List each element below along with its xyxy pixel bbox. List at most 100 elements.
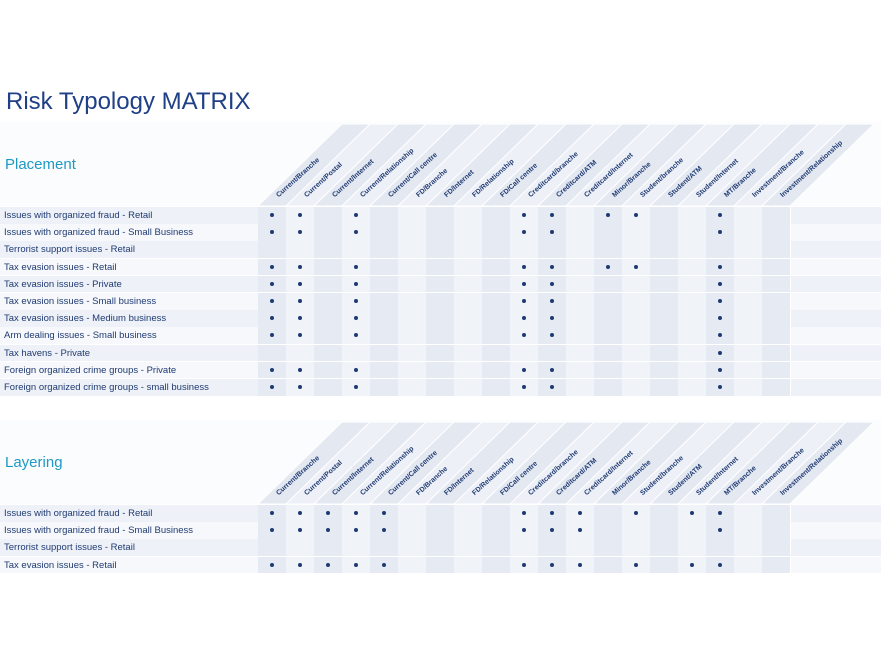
matrix-cell bbox=[538, 539, 567, 557]
applicable-marker bbox=[382, 562, 386, 567]
matrix-cell bbox=[258, 556, 287, 574]
matrix-cell bbox=[594, 505, 623, 522]
matrix-cell bbox=[650, 539, 679, 557]
matrix-cell bbox=[398, 505, 427, 522]
row-label: Foreign organized crime groups - Private bbox=[4, 364, 177, 376]
applicable-marker bbox=[270, 367, 274, 372]
matrix-cell bbox=[454, 539, 483, 557]
applicable-marker bbox=[354, 281, 358, 286]
applicable-marker bbox=[550, 367, 554, 372]
matrix-cell bbox=[482, 505, 511, 522]
applicable-marker bbox=[550, 562, 554, 567]
applicable-marker bbox=[298, 528, 302, 533]
applicable-marker bbox=[550, 213, 554, 217]
matrix-cell bbox=[762, 522, 791, 539]
matrix-cell bbox=[314, 539, 343, 557]
applicable-marker bbox=[718, 528, 722, 533]
matrix-cell bbox=[398, 556, 427, 574]
matrix-cell bbox=[510, 522, 539, 539]
matrix-cell bbox=[734, 539, 763, 557]
applicable-marker bbox=[382, 528, 386, 533]
applicable-marker bbox=[270, 281, 274, 286]
matrix-cell bbox=[370, 505, 399, 522]
matrix-cell bbox=[678, 505, 707, 522]
matrix-cell bbox=[706, 556, 735, 574]
matrix-cell bbox=[762, 327, 791, 345]
applicable-marker bbox=[270, 316, 274, 321]
applicable-marker bbox=[550, 230, 554, 235]
applicable-marker bbox=[354, 333, 358, 338]
applicable-marker bbox=[718, 367, 722, 372]
applicable-marker bbox=[718, 350, 722, 355]
applicable-marker bbox=[270, 511, 274, 515]
matrix-cell bbox=[734, 556, 763, 574]
matrix-cell bbox=[566, 522, 595, 539]
applicable-marker bbox=[354, 264, 358, 269]
applicable-marker bbox=[550, 281, 554, 286]
matrix-cell bbox=[538, 556, 567, 574]
matrix-cell bbox=[314, 522, 343, 539]
matrix-cell bbox=[650, 505, 679, 522]
applicable-marker bbox=[298, 367, 302, 372]
matrix-cell bbox=[538, 505, 567, 522]
matrix-cell bbox=[342, 505, 371, 522]
matrix-cell bbox=[426, 505, 455, 522]
applicable-marker bbox=[298, 333, 302, 338]
matrix-cell bbox=[762, 241, 791, 259]
row-label: Tax havens - Private bbox=[4, 347, 91, 359]
matrix-cell bbox=[370, 539, 399, 557]
applicable-marker bbox=[298, 299, 302, 303]
matrix-cell bbox=[762, 207, 791, 224]
matrix-cell bbox=[286, 505, 315, 522]
applicable-marker bbox=[550, 528, 554, 533]
applicable-marker bbox=[522, 367, 526, 372]
applicable-marker bbox=[298, 316, 302, 321]
applicable-marker bbox=[354, 385, 358, 389]
row-label: Arm dealing issues - Small business bbox=[4, 330, 157, 342]
applicable-marker bbox=[522, 562, 526, 567]
matrix-cell bbox=[762, 224, 791, 241]
matrix-cell bbox=[706, 539, 735, 557]
matrix-cell bbox=[454, 556, 483, 574]
matrix-cell bbox=[566, 505, 595, 522]
applicable-marker bbox=[578, 562, 582, 567]
matrix-cell bbox=[426, 522, 455, 539]
applicable-marker bbox=[578, 511, 582, 515]
matrix-cell bbox=[622, 505, 651, 522]
matrix-cell bbox=[762, 379, 791, 396]
row-label: Issues with organized fraud - Retail bbox=[4, 508, 153, 519]
applicable-marker bbox=[522, 511, 526, 515]
matrix-cell bbox=[482, 539, 511, 557]
row-label: Issues with organized fraud - Small Busi… bbox=[4, 525, 194, 537]
matrix-cell bbox=[566, 539, 595, 557]
matrix-cell bbox=[650, 556, 679, 574]
row-label: Tax evasion issues - Medium business bbox=[4, 313, 167, 325]
row-label: Terrorist support issues - Retail bbox=[4, 244, 135, 256]
applicable-marker bbox=[690, 511, 694, 515]
row-label: Tax evasion issues - Private bbox=[4, 278, 122, 290]
applicable-marker bbox=[522, 333, 526, 338]
matrix-cell bbox=[342, 556, 371, 574]
applicable-marker bbox=[606, 213, 610, 217]
applicable-marker bbox=[522, 299, 526, 303]
row-label: Terrorist support issues - Retail bbox=[4, 542, 135, 554]
matrix-cell bbox=[734, 522, 763, 539]
matrix-cell bbox=[678, 556, 707, 574]
matrix-cell bbox=[762, 293, 791, 310]
applicable-marker bbox=[718, 385, 722, 389]
matrix-cell bbox=[258, 505, 287, 522]
matrix-cell bbox=[426, 556, 455, 574]
matrix-cell bbox=[622, 522, 651, 539]
section-title: Layering bbox=[5, 454, 63, 471]
applicable-marker bbox=[270, 230, 274, 235]
applicable-marker bbox=[354, 213, 358, 217]
matrix-cell bbox=[762, 310, 791, 327]
applicable-marker bbox=[326, 511, 330, 515]
applicable-marker bbox=[298, 562, 302, 567]
applicable-marker bbox=[354, 299, 358, 303]
matrix-cell bbox=[678, 539, 707, 557]
applicable-marker bbox=[718, 299, 722, 303]
applicable-marker bbox=[298, 213, 302, 217]
column-header-stripe bbox=[760, 123, 876, 207]
